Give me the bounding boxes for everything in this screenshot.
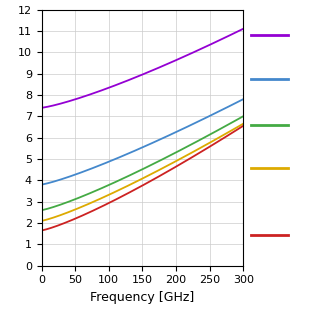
X-axis label: Frequency [GHz]: Frequency [GHz] xyxy=(90,291,195,304)
